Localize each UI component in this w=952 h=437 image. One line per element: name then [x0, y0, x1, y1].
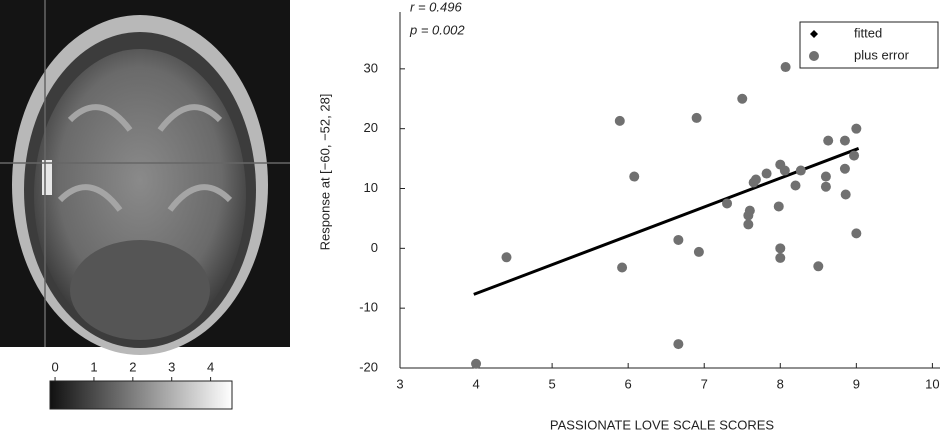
x-tick-label: 8: [777, 376, 784, 391]
data-point: [673, 234, 684, 245]
data-point: [795, 165, 806, 176]
data-point: [851, 228, 862, 239]
y-tick-label: -10: [359, 300, 378, 315]
data-point: [750, 174, 761, 185]
colorbar: 0 1 2 3 4: [49, 359, 233, 410]
data-point: [813, 261, 824, 272]
brain-image: [0, 0, 290, 355]
x-tick-label: 5: [548, 376, 555, 391]
y-tick-label: 0: [371, 240, 378, 255]
y-tick-label: -20: [359, 359, 378, 374]
data-point: [722, 198, 733, 209]
data-point: [743, 219, 754, 230]
data-point: [780, 62, 791, 73]
data-point: [820, 171, 831, 182]
y-axis-label: Response at [−60, −52, 28]: [317, 94, 332, 251]
colorbar-rect: [49, 380, 233, 410]
x-tick-label: 3: [396, 376, 403, 391]
data-point: [790, 180, 801, 191]
data-point: [673, 339, 684, 350]
data-point: [693, 246, 704, 257]
x-tick-label: 4: [472, 376, 479, 391]
data-point: [839, 163, 850, 174]
data-point: [823, 135, 834, 146]
colorbar-tick-label: 4: [207, 359, 214, 374]
x-tick-label: 7: [701, 376, 708, 391]
legend-box: [799, 21, 939, 69]
data-point: [614, 115, 625, 126]
data-point: [820, 181, 831, 192]
data-point: [471, 358, 482, 369]
x-tick-label: 9: [853, 376, 860, 391]
x-tick-label: 10: [925, 376, 939, 391]
annotation: p = 0.002: [409, 22, 465, 37]
annotation: r = 0.496: [410, 0, 462, 14]
data-point: [840, 189, 851, 200]
legend-label: fitted: [854, 25, 882, 40]
data-point: [629, 171, 640, 182]
data-point: [839, 135, 850, 146]
data-point: [761, 168, 772, 179]
data-point: [851, 123, 862, 134]
legend-marker: [809, 51, 819, 61]
y-tick-label: 20: [364, 120, 378, 135]
data-point: [691, 112, 702, 123]
legend-marker: [810, 30, 818, 38]
data-point: [744, 205, 755, 216]
y-tick-label: 30: [364, 60, 378, 75]
data-point: [737, 93, 748, 104]
data-point: [779, 165, 790, 176]
colorbar-tick-label: 3: [168, 359, 175, 374]
data-point: [773, 201, 784, 212]
data-point: [849, 150, 860, 161]
colorbar-tick-label: 2: [129, 359, 136, 374]
x-tick-label: 6: [625, 376, 632, 391]
data-point: [501, 252, 512, 263]
colorbar-tick-label: 0: [51, 359, 58, 374]
x-axis-label: PASSIONATE LOVE SCALE SCORES: [550, 417, 775, 432]
data-point: [775, 243, 786, 254]
colorbar-tick-label: 1: [90, 359, 97, 374]
data-point: [617, 262, 628, 273]
legend-label: plus error: [854, 47, 910, 62]
fitted-line: [473, 147, 860, 296]
data-point: [775, 252, 786, 263]
scatter-plot: 3 4 5 6 7 8 9 10 -20 -10 0 10 20 30 PASSIONATE LOVE SC…: [317, 0, 940, 432]
y-tick-label: 10: [364, 180, 378, 195]
